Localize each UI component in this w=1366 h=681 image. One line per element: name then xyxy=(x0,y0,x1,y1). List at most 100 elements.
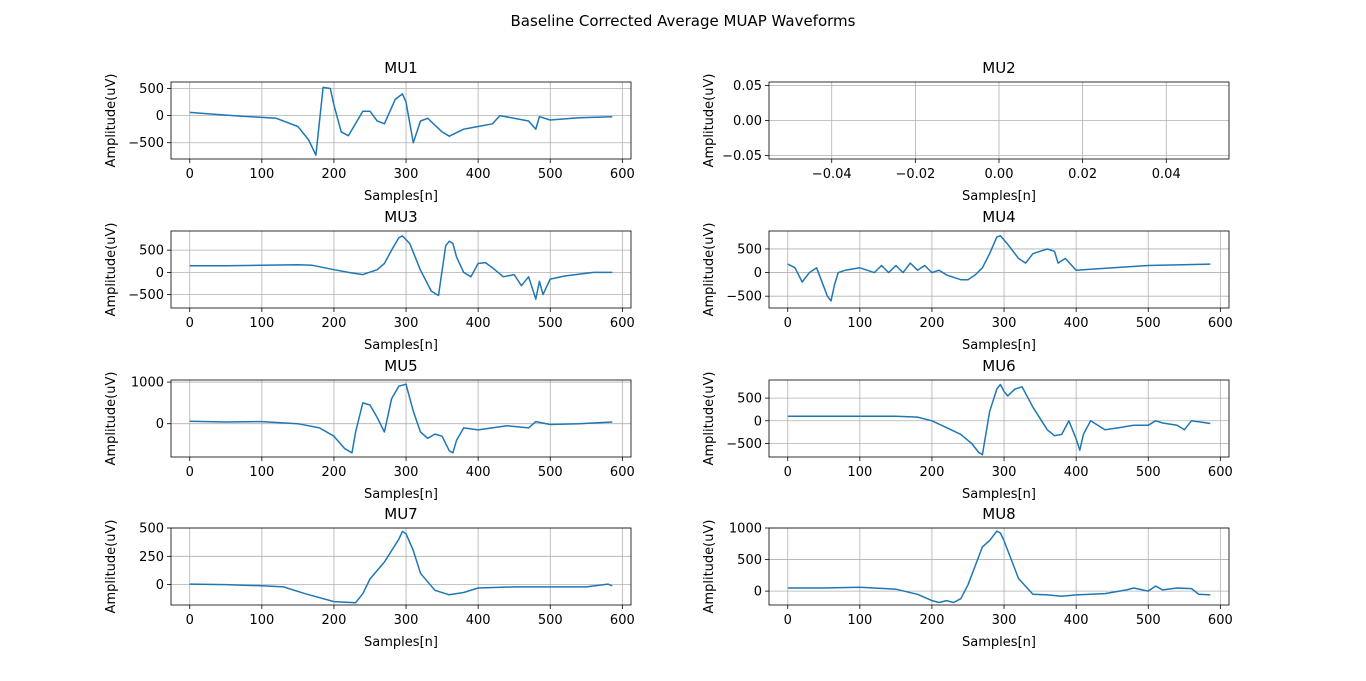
subplot-title: MU8 xyxy=(982,505,1015,523)
x-tick-label: −0.02 xyxy=(895,167,935,182)
x-tick-label: 400 xyxy=(466,167,491,182)
x-tick-label: 400 xyxy=(1064,316,1089,331)
y-axis-label: Amplitude(uV) xyxy=(104,74,119,168)
x-tick-label: 400 xyxy=(466,465,491,480)
axes-frame xyxy=(768,230,1230,309)
waveform-line xyxy=(189,530,613,604)
x-tick-label: 500 xyxy=(1136,465,1161,480)
waveform-line xyxy=(787,234,1211,302)
y-tick-label: −0.05 xyxy=(722,149,762,164)
y-tick-label: −500 xyxy=(726,290,762,305)
x-tick-label: 400 xyxy=(1064,465,1089,480)
x-axis-label: Samples[n] xyxy=(364,487,438,502)
x-tick-label: 500 xyxy=(1136,613,1161,628)
x-axis-label: Samples[n] xyxy=(364,189,438,204)
x-tick-label: 600 xyxy=(610,316,635,331)
subplot-title: MU4 xyxy=(982,208,1015,226)
y-axis-label: Amplitude(uV) xyxy=(104,372,119,466)
x-tick-label: 600 xyxy=(610,613,635,628)
x-tick-label: 0.00 xyxy=(985,167,1014,182)
y-axis-label: Amplitude(uV) xyxy=(104,520,119,614)
y-tick-label: −500 xyxy=(128,288,164,303)
subplot-title: MU1 xyxy=(384,59,417,77)
y-tick-label: 0 xyxy=(156,417,164,432)
subplot-8: 0 100 200 300 400 500 600 0 500 1000 MU8 Samples[n]… xyxy=(702,505,1233,650)
y-tick-label: 0 xyxy=(754,414,762,429)
x-tick-label: 0 xyxy=(186,465,194,480)
x-tick-label: 200 xyxy=(322,167,347,182)
x-tick-label: 100 xyxy=(249,316,274,331)
x-tick-label: 0 xyxy=(784,316,792,331)
x-tick-label: −0.04 xyxy=(812,167,852,182)
subplot-2: −0.04 −0.02 0.00 0.02 0.04 −0.05 0.00 0.05 MU2 Sa… xyxy=(702,59,1230,204)
subplot-3: 0 100 200 300 400 500 600 −500 0 500 MU3 Samples[n]… xyxy=(104,208,635,353)
subplot-title: MU7 xyxy=(384,505,417,523)
y-tick-label: 0 xyxy=(156,578,164,593)
x-tick-label: 100 xyxy=(249,465,274,480)
x-tick-label: 200 xyxy=(920,465,945,480)
x-tick-label: 400 xyxy=(1064,613,1089,628)
x-tick-label: 600 xyxy=(1208,465,1233,480)
x-tick-label: 0.02 xyxy=(1068,167,1097,182)
x-axis-label: Samples[n] xyxy=(364,635,438,650)
y-tick-label: 500 xyxy=(737,242,762,257)
x-tick-label: 100 xyxy=(847,613,872,628)
x-tick-label: 0 xyxy=(784,465,792,480)
x-axis-label: Samples[n] xyxy=(962,189,1036,204)
x-axis-label: Samples[n] xyxy=(962,487,1036,502)
y-tick-label: 250 xyxy=(139,550,164,565)
subplot-1: 0 100 200 300 400 500 600 −500 0 500 MU1 Samples[n]… xyxy=(104,59,635,204)
x-tick-label: 600 xyxy=(610,465,635,480)
x-tick-label: 600 xyxy=(610,167,635,182)
x-tick-label: 500 xyxy=(538,316,563,331)
x-tick-label: 300 xyxy=(992,613,1017,628)
axes-frame xyxy=(170,527,632,606)
x-tick-label: 400 xyxy=(466,316,491,331)
subplot-title: MU5 xyxy=(384,357,417,375)
y-tick-label: 500 xyxy=(737,392,762,407)
subplot-title: MU2 xyxy=(982,59,1015,77)
y-tick-label: 0 xyxy=(156,266,164,281)
y-axis-label: Amplitude(uV) xyxy=(702,223,717,317)
x-tick-label: 200 xyxy=(920,316,945,331)
x-tick-label: 600 xyxy=(1208,613,1233,628)
x-tick-label: 300 xyxy=(394,613,419,628)
y-tick-label: 1000 xyxy=(729,522,762,537)
subplot-4: 0 100 200 300 400 500 600 −500 0 500 MU4 Samples[n]… xyxy=(702,208,1233,353)
y-tick-label: 0.05 xyxy=(733,79,762,94)
y-tick-label: 0 xyxy=(156,109,164,124)
y-tick-label: 500 xyxy=(139,522,164,537)
x-axis-label: Samples[n] xyxy=(962,635,1036,650)
figure-title: Baseline Corrected Average MUAP Waveform… xyxy=(511,12,856,30)
subplot-title: MU6 xyxy=(982,357,1015,375)
x-tick-label: 300 xyxy=(992,316,1017,331)
y-tick-label: 0 xyxy=(754,266,762,281)
x-axis-label: Samples[n] xyxy=(364,338,438,353)
y-axis-label: Amplitude(uV) xyxy=(702,372,717,466)
x-tick-label: 0 xyxy=(186,613,194,628)
x-tick-label: 300 xyxy=(992,465,1017,480)
x-tick-label: 0.04 xyxy=(1152,167,1181,182)
y-axis-label: Amplitude(uV) xyxy=(104,223,119,317)
y-tick-label: 500 xyxy=(737,553,762,568)
x-axis-label: Samples[n] xyxy=(962,338,1036,353)
x-tick-label: 200 xyxy=(322,316,347,331)
subplot-6: 0 100 200 300 400 500 600 −500 0 500 MU6 Samples[n]… xyxy=(702,357,1233,502)
x-tick-label: 100 xyxy=(847,465,872,480)
x-tick-label: 200 xyxy=(920,613,945,628)
x-tick-label: 300 xyxy=(394,465,419,480)
x-tick-label: 500 xyxy=(538,465,563,480)
waveform-line xyxy=(787,530,1211,604)
axes-frame xyxy=(170,230,632,309)
x-tick-label: 100 xyxy=(249,613,274,628)
x-tick-label: 200 xyxy=(322,465,347,480)
y-tick-label: 0.00 xyxy=(733,114,762,129)
x-tick-label: 500 xyxy=(1136,316,1161,331)
waveform-line xyxy=(189,86,613,156)
subplot-5: 0 100 200 300 400 500 600 0 1000 MU5 Samples[n] Amp… xyxy=(104,357,635,502)
waveform-line xyxy=(189,383,613,454)
x-tick-label: 500 xyxy=(538,167,563,182)
x-tick-label: 0 xyxy=(186,167,194,182)
x-tick-label: 600 xyxy=(1208,316,1233,331)
